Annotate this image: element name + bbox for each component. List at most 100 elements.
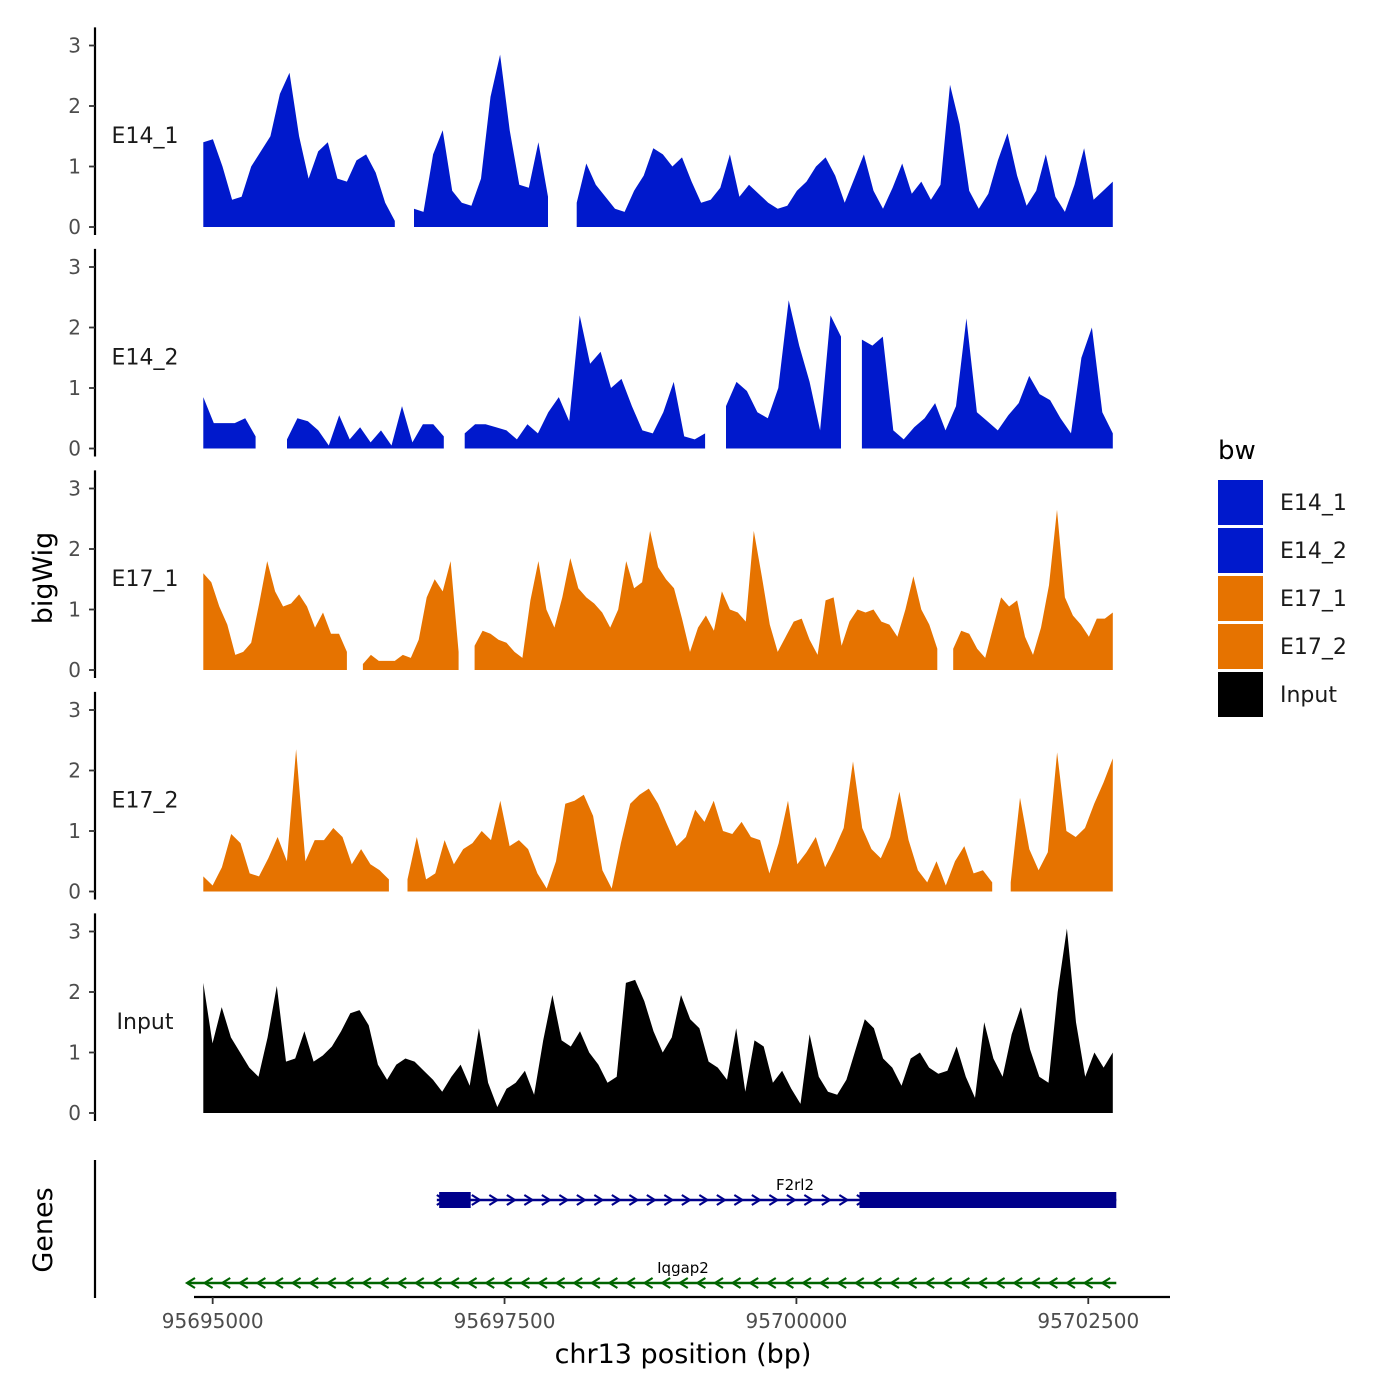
track-E14_2: 0 1 2 3 E14_2 — [68, 248, 1113, 461]
coverage-area-E14_1 — [203, 72, 395, 227]
strand-arrow-F2rl2 — [506, 1194, 517, 1206]
strand-arrow-F2rl2 — [523, 1194, 535, 1206]
strand-arrow-Iqgap2 — [1064, 1277, 1076, 1289]
strand-arrow-Iqgap2 — [290, 1277, 302, 1289]
track-label-E17_2: E17_2 — [112, 789, 179, 814]
strand-arrow-Iqgap2 — [994, 1277, 1006, 1289]
strand-arrow-Iqgap2 — [783, 1277, 794, 1289]
y-tick-label-Input-0: 0 — [68, 1101, 81, 1125]
strand-arrow-F2rl2 — [803, 1194, 815, 1206]
strand-arrow-F2rl2 — [558, 1194, 570, 1206]
coverage-area-E17_1 — [474, 530, 938, 670]
strand-arrow-F2rl2 — [593, 1194, 605, 1206]
strand-arrow-F2rl2 — [733, 1194, 745, 1206]
y-tick-label-E17_2-0: 0 — [68, 880, 81, 904]
y-tick-label-E17_2-3: 3 — [68, 698, 81, 722]
strand-arrow-Iqgap2 — [378, 1277, 390, 1289]
strand-arrow-F2rl2 — [628, 1194, 640, 1206]
y-axis-title: bigWig — [28, 532, 59, 625]
coverage-area-E14_2 — [861, 318, 1113, 449]
strand-arrow-Iqgap2 — [184, 1277, 196, 1289]
strand-arrow-Iqgap2 — [853, 1277, 865, 1289]
strand-arrow-F2rl2 — [541, 1194, 552, 1206]
strand-arrow-Iqgap2 — [730, 1277, 742, 1289]
strand-arrow-Iqgap2 — [660, 1277, 671, 1289]
coverage-area-E14_2 — [287, 406, 444, 449]
strand-arrow-Iqgap2 — [1012, 1277, 1023, 1289]
strand-arrow-Iqgap2 — [220, 1277, 231, 1289]
strand-arrow-Iqgap2 — [906, 1277, 918, 1289]
gene-label-Iqgap2: Iqgap2 — [657, 1259, 709, 1277]
track-E17_2: 0 1 2 3 E17_2 — [68, 691, 1113, 904]
y-tick-label-E17_1-0: 0 — [68, 658, 81, 682]
strand-arrow-Iqgap2 — [466, 1277, 478, 1289]
y-tick-label-E17_1-3: 3 — [68, 477, 81, 501]
strand-arrow-Iqgap2 — [308, 1277, 319, 1289]
strand-arrow-Iqgap2 — [572, 1277, 583, 1289]
track-Input: 0 1 2 3 Input — [68, 913, 1113, 1125]
strand-arrow-F2rl2 — [488, 1194, 500, 1206]
track-label-E17_1: E17_1 — [112, 567, 179, 592]
strand-arrow-F2rl2 — [838, 1194, 850, 1206]
coverage-area-E14_1 — [414, 54, 548, 227]
strand-arrow-F2rl2 — [821, 1194, 832, 1206]
legend-key-E17_1 — [1218, 576, 1263, 621]
y-tick-label-E14_1-3: 3 — [68, 34, 81, 58]
strand-arrow-Iqgap2 — [976, 1277, 988, 1289]
coverage-area-E17_1 — [203, 561, 347, 670]
strand-arrow-F2rl2 — [681, 1194, 692, 1206]
legend-label-E17_2: E17_2 — [1280, 635, 1347, 660]
legend-key-Input — [1218, 672, 1263, 717]
strand-arrow-F2rl2 — [698, 1194, 710, 1206]
strand-arrow-Iqgap2 — [272, 1277, 284, 1289]
strand-arrow-F2rl2 — [663, 1194, 675, 1206]
gene-Iqgap2: Iqgap2 — [184, 1259, 1117, 1289]
coverage-area-E17_1 — [362, 561, 459, 670]
strand-arrow-Iqgap2 — [536, 1277, 548, 1289]
strand-arrow-Iqgap2 — [396, 1277, 407, 1289]
strand-arrow-Iqgap2 — [607, 1277, 618, 1289]
strand-arrow-Iqgap2 — [836, 1277, 847, 1289]
strand-arrow-Iqgap2 — [519, 1277, 530, 1289]
y-tick-label-E17_1-1: 1 — [68, 598, 81, 622]
strand-arrow-F2rl2 — [471, 1194, 482, 1206]
exon-F2rl2-0 — [439, 1192, 471, 1208]
strand-arrow-Iqgap2 — [484, 1277, 495, 1289]
strand-arrow-Iqgap2 — [1100, 1277, 1111, 1289]
strand-arrow-Iqgap2 — [765, 1277, 777, 1289]
y-tick-label-Input-3: 3 — [68, 920, 81, 944]
y-tick-label-E14_2-0: 0 — [68, 437, 81, 461]
strand-arrow-F2rl2 — [786, 1194, 797, 1206]
y-tick-label-E14_2-1: 1 — [68, 376, 81, 400]
y-tick-label-E17_2-1: 1 — [68, 819, 81, 843]
coverage-area-E17_2 — [407, 761, 993, 892]
strand-arrow-Iqgap2 — [255, 1277, 266, 1289]
y-tick-label-E14_2-3: 3 — [68, 255, 81, 279]
strand-arrow-Iqgap2 — [237, 1277, 249, 1289]
track-label-E14_2: E14_2 — [112, 346, 179, 371]
y-tick-label-E14_1-1: 1 — [68, 155, 81, 179]
x-tick-label-95695000: 95695000 — [162, 1309, 264, 1333]
strand-arrow-F2rl2 — [751, 1194, 762, 1206]
track-label-Input: Input — [117, 1010, 174, 1035]
strand-arrow-Iqgap2 — [941, 1277, 953, 1289]
y-tick-label-Input-1: 1 — [68, 1041, 81, 1065]
strand-arrow-F2rl2 — [576, 1194, 587, 1206]
legend-key-E14_1 — [1218, 480, 1263, 525]
coverage-area-E14_1 — [576, 84, 1113, 227]
track-label-E14_1: E14_1 — [112, 124, 179, 149]
y-tick-label-E17_2-2: 2 — [68, 759, 81, 783]
y-tick-label-Input-2: 2 — [68, 980, 81, 1004]
legend-key-E17_2 — [1218, 624, 1263, 669]
legend-label-E17_1: E17_1 — [1280, 587, 1347, 612]
legend: bw E14_1 E14_2 E17_1 E17_2 Input — [1218, 436, 1347, 717]
coverage-tracks: 0 1 2 3 E14_1 0 1 2 3 E14_2 0 1 2 3 E17_1 0 1 2 3 E17_2 0 1 2 3… — [68, 27, 1113, 1125]
strand-arrow-Iqgap2 — [800, 1277, 812, 1289]
coverage-area-E14_2 — [203, 397, 256, 449]
coverage-area-E17_2 — [203, 749, 389, 892]
legend-title: bw — [1218, 436, 1256, 466]
x-tick-label-95700000: 95700000 — [746, 1309, 848, 1333]
coverage-area-E14_2 — [464, 315, 706, 449]
strand-arrow-Iqgap2 — [695, 1277, 706, 1289]
